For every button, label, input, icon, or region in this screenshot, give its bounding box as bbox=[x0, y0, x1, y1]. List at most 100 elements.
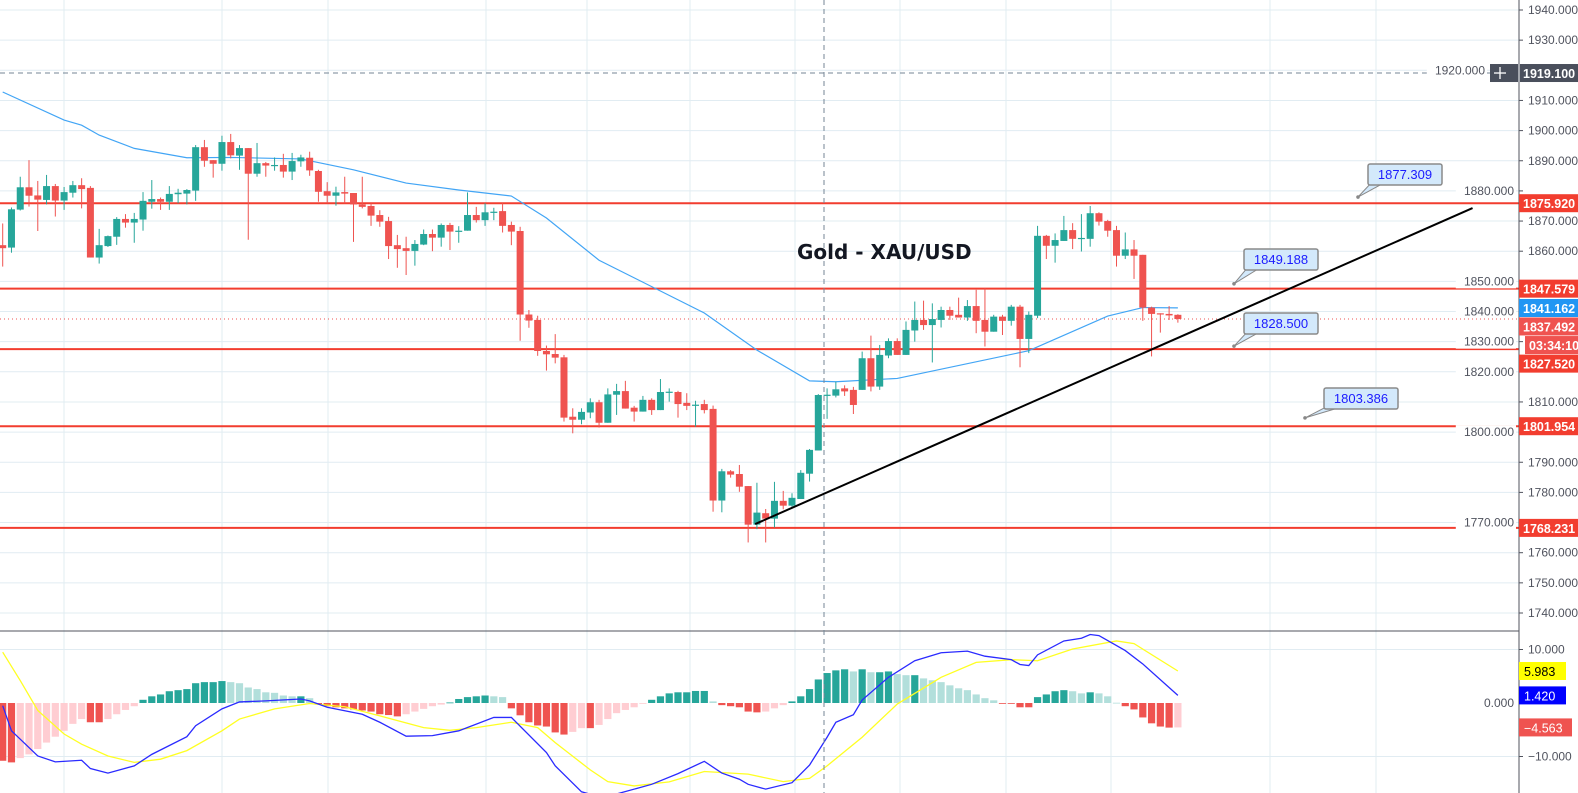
candle-down bbox=[376, 215, 384, 222]
candle-down bbox=[709, 408, 717, 501]
macd-histogram-bar bbox=[516, 703, 524, 716]
macd-histogram-bar bbox=[1147, 703, 1156, 724]
candle-up bbox=[797, 472, 805, 500]
candle-down bbox=[981, 319, 989, 332]
candle-down bbox=[516, 230, 524, 315]
candle-up bbox=[192, 147, 200, 191]
macd-histogram-bar bbox=[919, 678, 928, 703]
macd-histogram-bar bbox=[1086, 692, 1094, 703]
macd-histogram-bar bbox=[393, 703, 401, 717]
candle-down bbox=[1174, 314, 1182, 320]
macd-histogram-bar bbox=[183, 689, 191, 703]
macd-histogram-bar bbox=[244, 687, 252, 703]
price-label: 1768.231 bbox=[1523, 522, 1575, 536]
macd-histogram-bar bbox=[279, 695, 287, 703]
candle-down bbox=[385, 221, 393, 247]
macd-histogram-bar bbox=[972, 694, 980, 703]
macd-histogram-bar bbox=[525, 703, 533, 723]
macd-histogram-bar bbox=[165, 691, 173, 703]
macd-histogram-bar bbox=[718, 703, 726, 706]
price-callout[interactable]: 1803.386 bbox=[1303, 387, 1399, 420]
candle-up bbox=[823, 394, 831, 396]
axis-tick-label: 1740.000 bbox=[1528, 606, 1578, 620]
macd-histogram-bar bbox=[402, 703, 410, 715]
macd-histogram-bar bbox=[762, 703, 770, 712]
candle-up bbox=[876, 354, 884, 387]
macd-histogram-bar bbox=[332, 703, 340, 708]
callout-box bbox=[1243, 312, 1319, 335]
candle-down bbox=[499, 211, 507, 226]
macd-histogram-bar bbox=[955, 688, 963, 703]
macd-histogram-bar bbox=[586, 703, 594, 729]
macd-histogram-bar bbox=[1095, 693, 1103, 703]
moving-average-line bbox=[2, 91, 1178, 383]
candle-down bbox=[1148, 307, 1156, 314]
candle-down bbox=[262, 163, 270, 166]
candle-down bbox=[744, 486, 752, 525]
macd-histogram-bar bbox=[139, 699, 147, 703]
candle-down bbox=[920, 319, 928, 326]
macd-histogram-bar bbox=[121, 703, 130, 710]
trendline[interactable] bbox=[754, 207, 1473, 525]
price-callout[interactable]: 1828.500 bbox=[1232, 312, 1319, 348]
candle-up bbox=[718, 471, 726, 501]
candle-down bbox=[350, 193, 357, 205]
macd-histogram-bar bbox=[34, 703, 42, 750]
callout-label: 1877.309 bbox=[1378, 167, 1432, 182]
candle-down bbox=[244, 148, 252, 174]
price-callouts[interactable]: 1877.309 1849.188 1828.500 1803.386 bbox=[1232, 163, 1443, 420]
macd-histogram-bar bbox=[1060, 690, 1068, 703]
axis-tick-label: 1890.000 bbox=[1528, 154, 1578, 168]
macd-histogram-bar bbox=[446, 702, 454, 704]
candle-up bbox=[165, 193, 173, 202]
candle-down bbox=[955, 314, 963, 318]
candle-down bbox=[542, 350, 550, 355]
candle-up bbox=[639, 399, 647, 412]
macd-histogram-bar bbox=[858, 669, 866, 703]
macd-histogram-bar bbox=[174, 690, 182, 703]
macd-histogram-bar bbox=[902, 675, 910, 703]
macd-histogram-bar bbox=[16, 703, 24, 759]
candle-up bbox=[464, 215, 472, 231]
candle-up bbox=[288, 161, 296, 172]
callout-anchor bbox=[1303, 416, 1307, 420]
candle-down bbox=[998, 316, 1006, 321]
candle-up bbox=[95, 245, 103, 258]
axis-tick-label: 1830.000 bbox=[1464, 335, 1514, 349]
price-label: 1847.579 bbox=[1523, 283, 1575, 297]
axis-tick-label-background bbox=[1455, 515, 1516, 530]
candle-up bbox=[1034, 235, 1042, 316]
axis-tick-label: 1920.000 bbox=[1435, 63, 1485, 77]
candle-up bbox=[1051, 240, 1059, 246]
macd-histogram-bar bbox=[621, 703, 629, 710]
macd-histogram-bar bbox=[963, 690, 971, 703]
candle-down bbox=[849, 389, 857, 405]
macd-histogram-bar bbox=[700, 690, 708, 703]
candle-up bbox=[7, 209, 15, 248]
candle-up bbox=[604, 394, 612, 423]
macd-histogram-bar bbox=[814, 679, 822, 703]
candle-down bbox=[867, 358, 875, 387]
macd-histogram-bar bbox=[78, 703, 86, 720]
price-label: 1827.520 bbox=[1523, 358, 1575, 372]
plus-icon[interactable] bbox=[1494, 67, 1506, 80]
trendline-support[interactable] bbox=[754, 207, 1473, 525]
axis-tick-label: 1780.000 bbox=[1528, 485, 1578, 499]
callout-label: 1828.500 bbox=[1254, 316, 1308, 331]
candle-up bbox=[1121, 249, 1129, 256]
macd-histogram-bar bbox=[86, 703, 94, 723]
candle-up bbox=[928, 319, 936, 326]
price-callout[interactable]: 1877.309 bbox=[1356, 163, 1443, 199]
axis-tick-label-background bbox=[1455, 364, 1516, 379]
candle-up bbox=[1077, 237, 1085, 240]
callout-label: 1803.386 bbox=[1334, 391, 1388, 406]
axis-tick-label: 0.000 bbox=[1484, 696, 1514, 710]
macd-histogram-bar bbox=[498, 697, 507, 703]
horizontal-levels[interactable] bbox=[0, 202, 1519, 529]
macd-histogram-bar bbox=[1016, 703, 1024, 708]
callout-anchor bbox=[1232, 344, 1236, 348]
price-callout[interactable]: 1849.188 bbox=[1232, 248, 1319, 286]
macd-histogram-bar bbox=[262, 692, 270, 703]
price-axis[interactable]: 1740.000 1750.000 1760.000 1770.000 1780.000… bbox=[1426, 0, 1578, 793]
